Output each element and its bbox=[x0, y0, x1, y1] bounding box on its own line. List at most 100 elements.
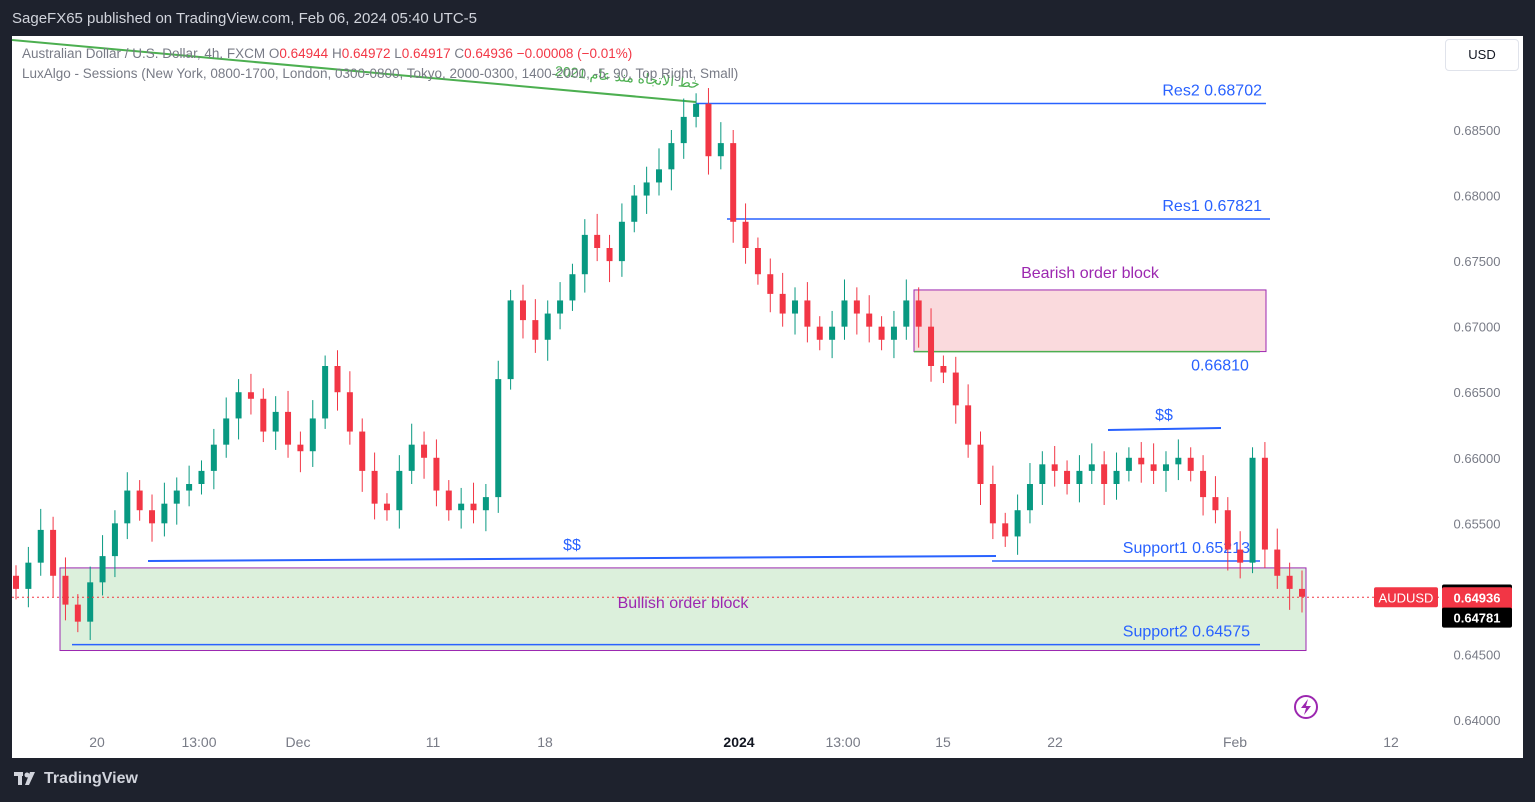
bearish-order-block bbox=[913, 289, 1267, 353]
candle-body bbox=[878, 326, 885, 340]
change-value: −0.00008 (−0.01%) bbox=[516, 46, 633, 61]
candle-body bbox=[13, 575, 19, 589]
candle-body bbox=[346, 392, 353, 432]
candle-body bbox=[569, 274, 576, 301]
candle-body bbox=[25, 562, 32, 589]
high-value: 0.64972 bbox=[341, 46, 391, 61]
candle-body bbox=[705, 103, 712, 157]
candle-body bbox=[915, 300, 922, 327]
candle-body bbox=[1261, 457, 1268, 550]
candle-body bbox=[297, 444, 304, 452]
candle-body bbox=[1076, 470, 1083, 484]
candle-body bbox=[1224, 510, 1231, 550]
candle-body bbox=[495, 379, 502, 498]
candle-body bbox=[210, 444, 217, 471]
candle-body bbox=[136, 490, 143, 511]
brand[interactable]: TradingView bbox=[14, 770, 138, 788]
candle-body bbox=[618, 221, 625, 262]
y-tick-label: 0.64500 bbox=[1454, 647, 1501, 662]
candle-body bbox=[989, 484, 996, 524]
trendline bbox=[12, 39, 697, 103]
low-price-tag bbox=[1442, 607, 1512, 628]
candle-body bbox=[1039, 464, 1046, 484]
candle-body bbox=[111, 523, 118, 557]
x-tick-label: Feb bbox=[1223, 734, 1247, 750]
candle-body bbox=[359, 431, 366, 471]
x-tick-label: 18 bbox=[537, 734, 553, 750]
candle-body bbox=[656, 169, 662, 183]
candle-body bbox=[1064, 470, 1071, 484]
candle-body bbox=[668, 143, 675, 170]
liquidity-line-low bbox=[147, 555, 997, 562]
currency-button[interactable]: USD bbox=[1445, 39, 1519, 71]
indicator-legend-row[interactable]: LuxAlgo - Sessions (New York, 0800-1700,… bbox=[22, 64, 738, 84]
candle-body bbox=[37, 529, 44, 563]
y-tick-label: 0.67000 bbox=[1454, 320, 1501, 335]
open-label: O bbox=[268, 46, 280, 61]
candle-body bbox=[1237, 549, 1244, 563]
candle-body bbox=[581, 234, 588, 275]
chart-legend: Australian Dollar / U.S. Dollar, 4h, FXC… bbox=[22, 44, 738, 84]
candle-body bbox=[285, 411, 292, 445]
price-chart[interactable]: 0.68500 0.68000 0.67500 0.67000 0.66500 0.660… bbox=[12, 36, 1523, 758]
candle-body bbox=[1088, 464, 1095, 471]
close-label: C bbox=[454, 46, 465, 61]
low-label: L bbox=[394, 46, 402, 61]
candle-body bbox=[74, 604, 81, 622]
y-tick-label: 0.64000 bbox=[1454, 713, 1501, 728]
x-tick-label: 11 bbox=[426, 734, 441, 750]
candle-body bbox=[322, 366, 329, 419]
bullish-order-block bbox=[59, 567, 1307, 652]
bullish-order-block-label: Bullish order block bbox=[618, 595, 750, 612]
candle-body bbox=[149, 510, 156, 524]
x-tick-label: 22 bbox=[1047, 734, 1063, 750]
candle-body bbox=[334, 366, 341, 393]
liquidity-line-high bbox=[1107, 427, 1222, 431]
candle-body bbox=[680, 116, 687, 144]
lightning-icon bbox=[1294, 695, 1318, 719]
y-tick-label: 0.67500 bbox=[1454, 254, 1501, 269]
candle-body bbox=[841, 300, 848, 327]
x-tick-label: Dec bbox=[286, 734, 311, 750]
symbol-price-tag bbox=[1374, 587, 1438, 608]
symbol-name: Australian Dollar / U.S. Dollar, 4h, FXC… bbox=[22, 46, 266, 61]
liquidity-label: $$ bbox=[563, 537, 581, 554]
candle-body bbox=[235, 392, 242, 419]
candle-body bbox=[161, 503, 168, 524]
candle-body bbox=[396, 470, 403, 511]
candle-body bbox=[1051, 464, 1058, 471]
x-tick-label: 13:00 bbox=[181, 734, 216, 750]
bearish-edge-price: 0.66810 bbox=[1191, 358, 1249, 375]
liquidity-label: $$ bbox=[1155, 407, 1173, 424]
candle-body bbox=[952, 372, 959, 406]
candle-body bbox=[804, 300, 811, 327]
candle-body bbox=[928, 326, 935, 366]
y-tick-label: 0.66500 bbox=[1454, 385, 1501, 400]
chart-area[interactable]: 0.68500 0.68000 0.67500 0.67000 0.66500 0.660… bbox=[12, 36, 1523, 758]
bearish-order-block-label: Bearish order block bbox=[1021, 265, 1160, 282]
candle-body bbox=[754, 248, 761, 275]
candle-body bbox=[173, 490, 180, 504]
open-value: 0.64944 bbox=[279, 46, 329, 61]
candle-body bbox=[198, 470, 205, 484]
candle-body bbox=[829, 326, 836, 340]
lightning-icon-bolt bbox=[1301, 699, 1311, 715]
x-tick-label: 15 bbox=[935, 734, 951, 750]
candle-body bbox=[470, 503, 477, 511]
candle-body bbox=[309, 418, 316, 452]
candle-body bbox=[458, 503, 465, 511]
candle-body bbox=[866, 313, 873, 327]
candle-body bbox=[507, 300, 514, 380]
candle-body bbox=[767, 274, 774, 294]
candle-body bbox=[779, 293, 786, 314]
indicator-name: LuxAlgo - Sessions (New York, 0800-1700,… bbox=[22, 66, 739, 81]
candle-body bbox=[87, 582, 94, 622]
candle-body bbox=[903, 300, 910, 327]
candle-body bbox=[371, 470, 378, 504]
candle-body bbox=[1212, 497, 1219, 511]
candle-body bbox=[544, 313, 551, 340]
candle-body bbox=[99, 556, 106, 583]
candle-body bbox=[965, 405, 972, 445]
candle-body bbox=[1101, 464, 1108, 484]
candle-body bbox=[124, 490, 131, 524]
